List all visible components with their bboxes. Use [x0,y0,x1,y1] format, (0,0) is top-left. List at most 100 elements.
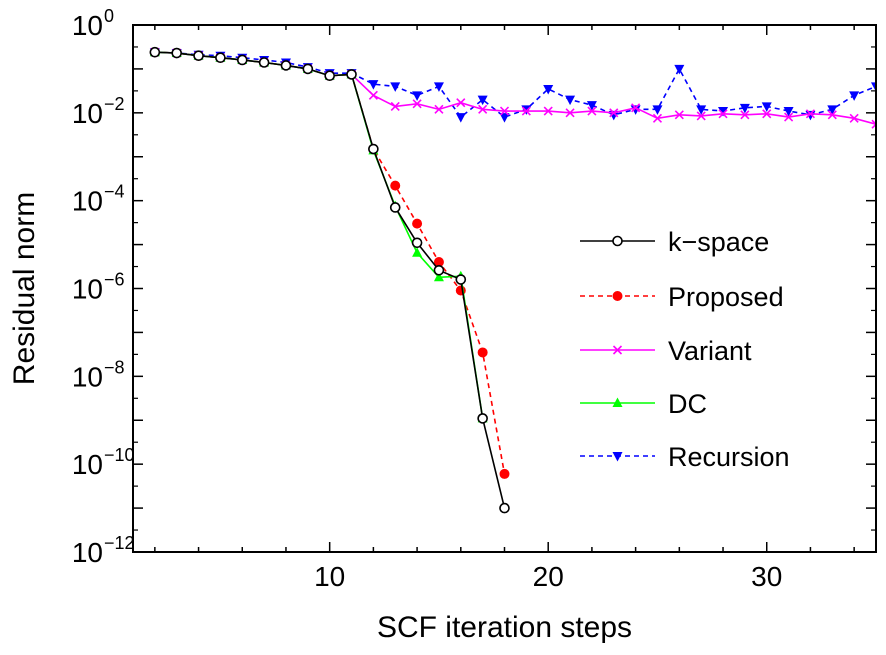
data-point [565,108,575,118]
data-point [215,52,226,64]
data-point [390,101,400,111]
y-tick-label-base: 10 [72,449,103,480]
data-point-stroke [740,110,750,120]
data-point-stroke [652,113,663,123]
data-point [652,113,663,123]
data-point-stroke [871,119,876,126]
data-point [696,105,707,115]
data-point [149,46,161,58]
y-tick-label-exp: −6 [104,270,125,290]
data-point-stroke [565,108,575,118]
data-point [609,108,619,118]
legend-marker [612,452,623,462]
data-point [346,69,357,80]
y-tick-label: 10 [72,98,103,129]
data-point [521,106,531,116]
data-point [739,103,750,114]
data-point-stroke [368,90,378,100]
data-point [871,82,876,92]
y-tick-label: 10 [72,449,103,480]
y-tick-label: 10 [72,361,103,392]
y-axis-title: Residual norm [8,192,41,385]
legend: k−space Proposed Variant DC Recursion [580,227,790,472]
y-tick-label-base: 10 [72,98,103,129]
data-point [740,110,750,120]
data-point-stroke [478,104,488,114]
data-point [280,60,292,71]
data-point-stroke [762,109,772,119]
data-point [827,105,838,115]
data-point-stroke [631,103,641,113]
legend-label: Proposed [668,282,784,312]
data-point-stroke [412,99,422,109]
y-tick-label: 10 [72,274,103,305]
data-point [390,180,401,191]
data-point-stroke [543,106,553,116]
data-point [499,502,510,514]
series-kspace [149,46,510,514]
data-point [565,95,576,106]
legend-item: k−space [580,227,769,257]
data-point-stroke [434,104,444,114]
data-point [762,109,772,119]
data-point [849,91,860,101]
data-point-stroke [609,108,619,118]
data-point [499,113,510,123]
data-point-stroke [718,109,728,119]
data-point-stroke [499,106,510,116]
data-point [499,468,510,479]
series-line [154,51,484,419]
data-point [433,264,445,276]
data-point [477,413,488,424]
data-point-stroke [849,113,859,123]
y-tick-label-base: 10 [72,361,103,392]
data-point [433,271,444,282]
legend-marker [612,291,623,301]
data-point [499,106,510,116]
data-point [389,202,401,213]
data-point-stroke [390,101,400,111]
y-tick-label-base: 10 [72,537,103,568]
data-point [761,102,772,112]
data-point-stroke [696,111,706,121]
series-dc [149,46,488,423]
data-point [368,143,379,155]
legend-marker [612,345,623,355]
x-tick-label: 20 [533,561,564,592]
data-point [324,70,335,82]
data-point [871,119,876,129]
series-line [154,51,876,119]
data-point [631,103,641,113]
y-tick-label: 10 [72,186,103,217]
legend-label: DC [668,389,707,419]
data-point [784,112,794,122]
x-axis-title: SCF iteration steps [377,611,632,644]
data-point [674,64,685,75]
data-point [302,63,314,75]
legend-marker [612,397,623,407]
y-tick-label-base: 10 [72,274,103,305]
data-point [455,113,466,123]
data-point [171,47,183,59]
y-tick-label: 10 [72,537,103,568]
data-point [390,82,401,92]
data-point [543,84,554,95]
y-tick-label: 10 [72,10,103,41]
y-tick-label-exp: 0 [104,6,114,26]
x-tick-label: 10 [314,561,345,592]
data-point [478,104,488,114]
y-tick-label-exp: −4 [104,182,125,202]
data-point-stroke [784,112,794,122]
legend-item: Recursion [580,442,790,472]
data-point [543,106,553,116]
data-point-stroke [827,110,837,120]
data-point [849,113,859,123]
series-proposed [149,47,510,479]
data-point-stroke [871,123,876,129]
data-point-stroke [805,109,816,119]
data-point [368,80,379,90]
data-point [477,347,488,358]
legend-label: k−space [668,227,769,257]
